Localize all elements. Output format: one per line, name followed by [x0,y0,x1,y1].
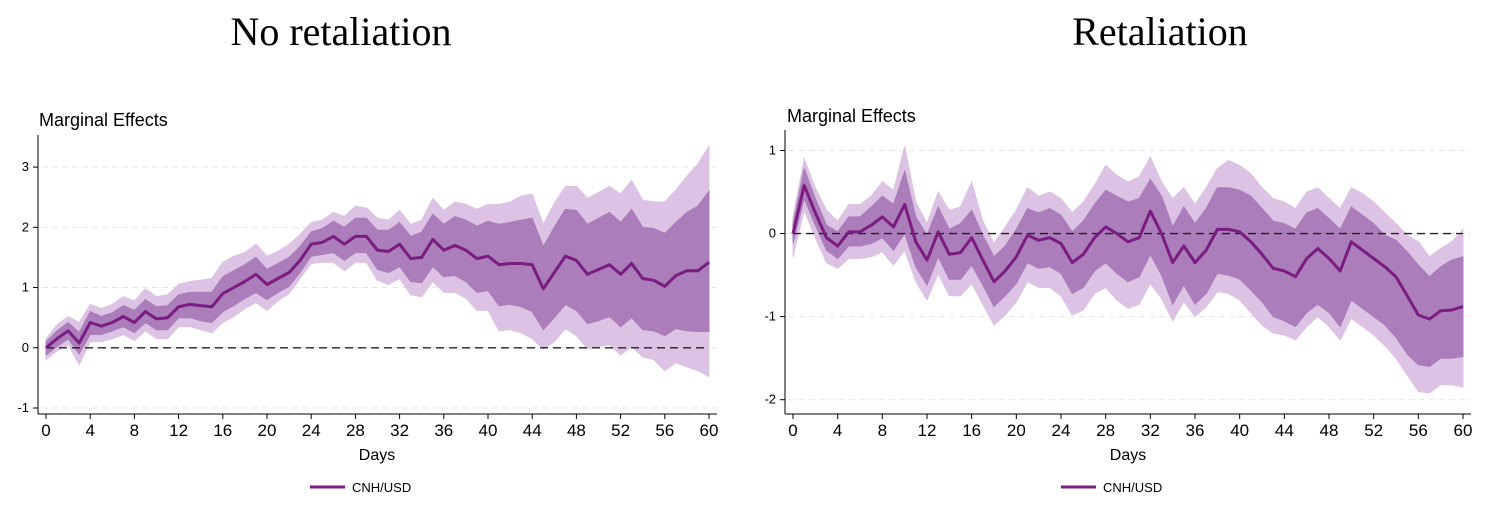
panel-title-retaliation: Retaliation [1072,9,1248,54]
x-tick-label: 8 [878,421,887,440]
x-tick-label: 44 [523,421,542,440]
x-tick-label: 4 [833,421,842,440]
y-axis-label: Marginal Effects [39,110,168,130]
x-tick-label: 8 [130,421,139,440]
x-tick-label: 0 [41,421,50,440]
x-tick-label: 32 [390,421,409,440]
x-tick-label: 60 [1454,421,1473,440]
x-tick-label: 20 [1007,421,1026,440]
legend-label: CNH/USD [1103,480,1162,495]
x-axis-label: Days [359,447,395,464]
x-tick-label: 16 [213,421,232,440]
x-tick-label: 36 [1186,421,1205,440]
series-line-cnh-usd [45,234,710,349]
x-tick-label: 16 [962,421,981,440]
y-tick-label: 3 [22,159,29,174]
x-tick-label: 56 [655,421,674,440]
confidence-band-inner [45,189,710,357]
x-tick-label: 32 [1141,421,1160,440]
x-tick-label: 56 [1409,421,1428,440]
legend-label: CNH/USD [352,480,411,495]
y-tick-label: 1 [769,142,776,157]
y-tick-label: 0 [769,226,776,241]
series-line-cnh-usd [791,183,1464,321]
x-tick-label: 0 [788,421,797,440]
x-tick-label: 40 [1230,421,1249,440]
confidence-band-inner [792,166,1464,368]
x-tick-label: 52 [611,421,630,440]
x-tick-label: 20 [258,421,277,440]
y-axis-label: Marginal Effects [787,106,916,126]
x-tick-label: 28 [1096,421,1115,440]
x-tick-label: 60 [700,421,719,440]
x-tick-label: 4 [85,421,94,440]
x-tick-label: 52 [1364,421,1383,440]
y-tick-label: 2 [22,219,29,234]
x-tick-label: 24 [302,421,321,440]
y-tick-label: -2 [764,392,776,407]
x-tick-label: 12 [169,421,188,440]
y-tick-label: -1 [17,400,29,415]
y-tick-label: 1 [22,280,29,295]
x-tick-label: 48 [567,421,586,440]
x-tick-label: 36 [434,421,453,440]
panel-title-no-retaliation: No retaliation [230,9,452,54]
x-tick-label: 40 [479,421,498,440]
x-tick-label: 44 [1275,421,1294,440]
x-tick-label: 28 [346,421,365,440]
x-tick-label: 24 [1052,421,1071,440]
y-tick-label: 0 [22,340,29,355]
x-tick-label: 12 [918,421,937,440]
y-tick-label: -1 [764,309,776,324]
x-tick-label: 48 [1320,421,1339,440]
x-axis-label: Days [1110,447,1146,464]
